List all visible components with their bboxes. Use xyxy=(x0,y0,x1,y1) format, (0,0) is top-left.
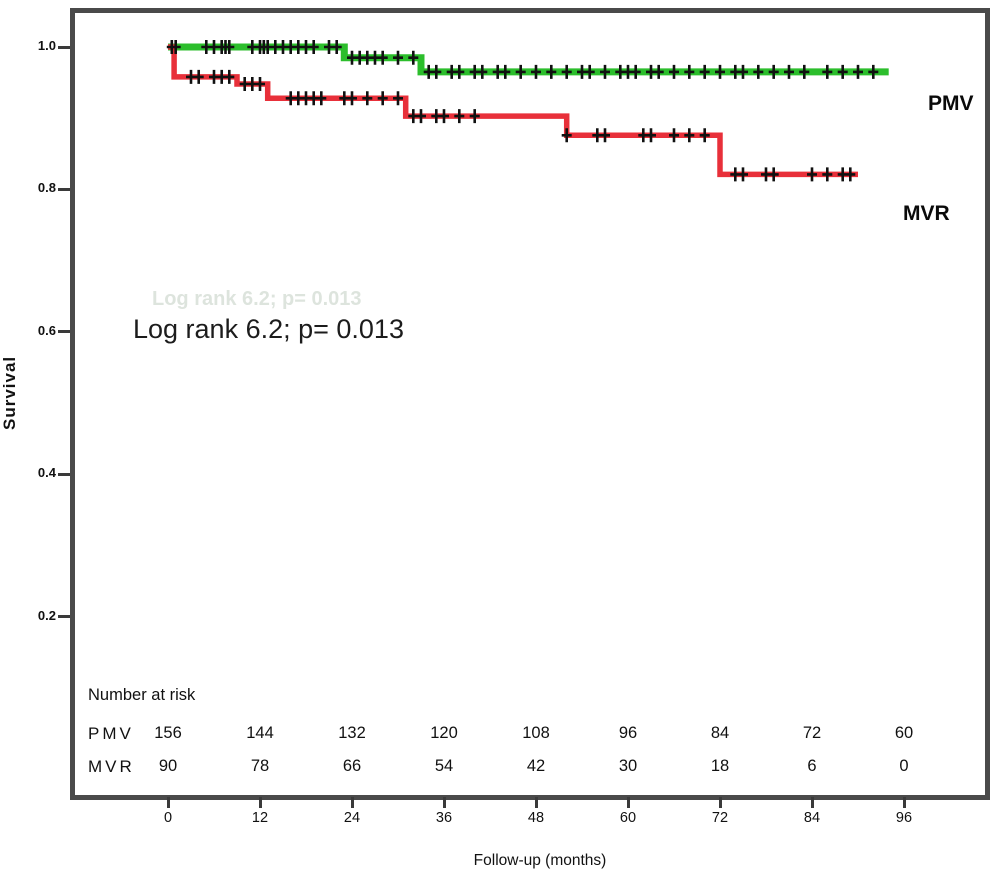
risk-value-pmv-96: 60 xyxy=(894,724,914,742)
x-axis-title: Follow-up (months) xyxy=(473,852,607,869)
y-tick-label: 1.0 xyxy=(37,38,56,53)
y-tick-mark xyxy=(58,45,70,49)
x-tick-mark xyxy=(350,797,354,808)
risk-value-pmv-24: 132 xyxy=(338,724,366,742)
y-tick-label: 0.8 xyxy=(37,180,56,196)
series-label-mvr: MVR xyxy=(903,202,950,225)
y-tick-mark xyxy=(58,187,70,191)
x-tick-mark xyxy=(810,797,814,808)
x-tick-label: 24 xyxy=(343,810,361,826)
risk-value-mvr-72: 18 xyxy=(710,757,730,775)
risk-value-pmv-12: 144 xyxy=(246,724,274,742)
survival-plot xyxy=(166,40,889,182)
x-tick-label: 36 xyxy=(435,810,453,826)
series-label-pmv: PMV xyxy=(928,92,974,115)
x-tick-label: 72 xyxy=(711,810,729,826)
risk-value-mvr-96: 0 xyxy=(899,757,909,775)
y-tick-mark xyxy=(58,330,70,334)
risk-value-mvr-60: 30 xyxy=(618,757,638,775)
x-tick-label: 48 xyxy=(527,810,545,826)
risk-value-mvr-84: 6 xyxy=(807,757,817,775)
x-tick-mark xyxy=(534,797,538,808)
x-tick-mark xyxy=(166,797,170,808)
survival-curve-mvr xyxy=(168,44,858,178)
logrank-annotation: Log rank 6.2; p= 0.013 xyxy=(133,314,404,344)
x-tick-label: 84 xyxy=(803,810,821,826)
x-tick-label: 60 xyxy=(619,810,637,826)
risk-value-pmv-84: 72 xyxy=(802,724,822,742)
risk-row-label-pmv: PMV xyxy=(88,724,134,743)
y-tick-mark xyxy=(58,615,70,619)
y-axis-title: Survival xyxy=(0,355,19,431)
risk-value-mvr-36: 54 xyxy=(434,757,454,775)
plot-frame xyxy=(70,8,990,800)
x-tick-label: 0 xyxy=(163,810,173,826)
x-tick-mark xyxy=(626,797,630,808)
risk-value-pmv-0: 156 xyxy=(154,724,182,742)
x-tick-label: 96 xyxy=(895,810,913,826)
risk-table-title: Number at risk xyxy=(88,686,196,704)
x-tick-label: 12 xyxy=(251,810,269,826)
y-tick-label: 0.6 xyxy=(37,322,56,338)
censor-marks-mvr xyxy=(186,69,856,182)
x-tick-mark xyxy=(718,797,722,808)
y-tick-label: 0.2 xyxy=(37,607,56,623)
x-tick-mark xyxy=(258,797,262,808)
x-tick-mark xyxy=(902,797,906,808)
x-tick-mark xyxy=(442,797,446,808)
risk-value-pmv-72: 84 xyxy=(710,724,730,742)
y-tick-label: 0.4 xyxy=(37,465,56,481)
risk-value-mvr-24: 66 xyxy=(342,757,362,775)
risk-value-mvr-48: 42 xyxy=(526,757,546,775)
censor-marks-pmv xyxy=(166,40,879,79)
risk-row-label-mvr: MVR xyxy=(88,757,135,776)
logrank-annotation-ghost: Log rank 6.2; p= 0.013 xyxy=(152,288,362,310)
risk-value-mvr-12: 78 xyxy=(250,757,270,775)
y-tick-mark xyxy=(58,472,70,476)
risk-value-pmv-48: 108 xyxy=(522,724,550,742)
risk-value-pmv-60: 96 xyxy=(618,724,638,742)
risk-value-pmv-36: 120 xyxy=(430,724,458,742)
risk-value-mvr-0: 90 xyxy=(158,757,178,775)
